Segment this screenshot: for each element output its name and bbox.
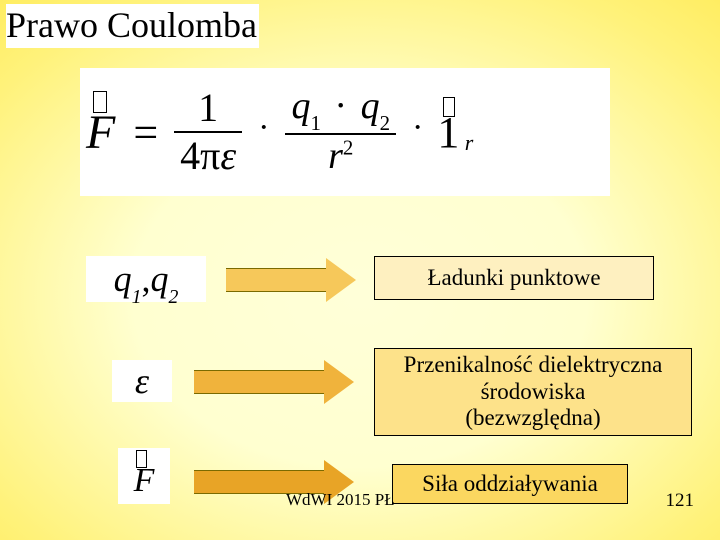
arrow-head-icon — [326, 258, 356, 302]
equals-sign: = — [133, 107, 158, 158]
frac1-numerator: 1 — [192, 87, 224, 129]
page-number: 121 — [666, 490, 695, 512]
frac2-numerator: q1 · q2 — [285, 87, 396, 132]
label-charges: Ładunki punktowe — [374, 256, 654, 300]
footer-text: WdWI 2015 PŁ — [286, 490, 395, 510]
multiply-dot-2: · — [412, 109, 423, 147]
unit-vector-r: 1 r — [437, 107, 459, 158]
symbol-force-vector: F — [118, 448, 170, 504]
label-force: Siła oddziaływania — [392, 464, 628, 504]
vector-marker-icon — [136, 450, 147, 468]
arrow-body — [194, 370, 324, 394]
frac1-denominator: 4πε — [174, 135, 242, 177]
frac2-denominator: r2 — [322, 137, 359, 177]
label-permittivity: Przenikalność dielektryczna środowiska (… — [374, 348, 692, 436]
arrow-body — [226, 268, 326, 292]
arrow-head-icon — [324, 360, 354, 404]
slide: Prawo Coulomba F = 1 4πε · q1 · q2 r2 — [0, 0, 720, 540]
vector-marker-icon — [443, 97, 455, 117]
force-vector-symbol: F — [86, 105, 115, 160]
fraction-1-over-4pieps: 1 4πε — [174, 87, 242, 177]
symbol-charges: q1,q2 — [86, 256, 206, 302]
multiply-dot-1: · — [258, 109, 269, 147]
symbol-epsilon: ε — [112, 360, 172, 402]
fraction-q1q2-over-r2: q1 · q2 r2 — [285, 87, 396, 177]
coulomb-formula: F = 1 4πε · q1 · q2 r2 · 1 r — [80, 68, 610, 196]
slide-title: Prawo Coulomba — [6, 4, 259, 48]
force-letter: F — [86, 106, 115, 159]
arrow-icon — [226, 258, 356, 302]
arrow-icon — [194, 360, 354, 404]
vector-marker-icon — [93, 91, 107, 113]
